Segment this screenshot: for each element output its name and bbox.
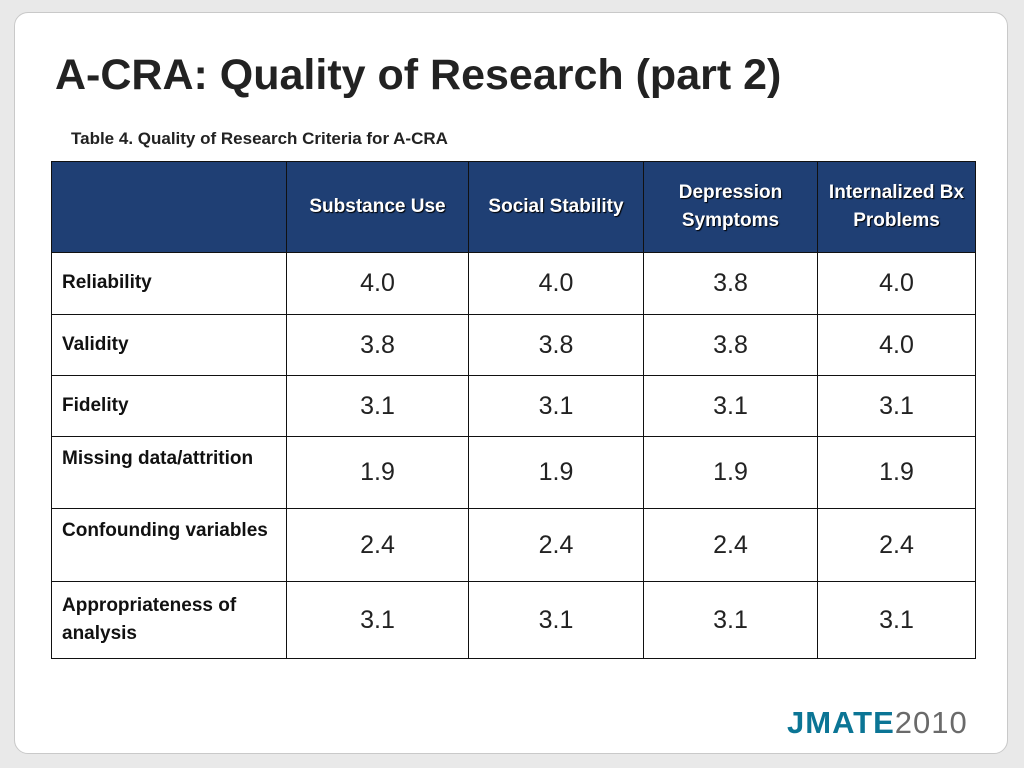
row-label: Reliability [51,252,287,315]
column-header: Substance Use [286,161,469,253]
table-cell: 1.9 [468,436,644,509]
table-cell: 2.4 [286,508,469,582]
table-row: Confounding variables 2.4 2.4 2.4 2.4 [51,508,976,582]
table-cell: 3.8 [643,314,818,376]
row-label: Appropriateness of analysis [51,581,287,659]
table-cell: 2.4 [817,508,976,582]
table-cell: 3.1 [286,581,469,659]
table-row: Fidelity 3.1 3.1 3.1 3.1 [51,375,976,437]
table-cell: 3.1 [468,581,644,659]
slide: A-CRA: Quality of Research (part 2) Tabl… [14,12,1008,754]
column-header: Internalized Bx Problems [817,161,976,253]
column-header: Social Stability [468,161,644,253]
logo-brand: JMATE [787,705,895,740]
table-cell: 3.1 [643,375,818,437]
jmate-logo: JMATE2010 [787,705,968,741]
row-label: Confounding variables [51,508,287,582]
table-cell: 1.9 [643,436,818,509]
row-label: Validity [51,314,287,376]
table-row: Reliability 4.0 4.0 3.8 4.0 [51,252,976,315]
table-cell: 3.1 [817,581,976,659]
table-row: Validity 3.8 3.8 3.8 4.0 [51,314,976,376]
logo-year: 2010 [894,705,968,740]
table-cell: 2.4 [643,508,818,582]
table-cell: 2.4 [468,508,644,582]
table-cell: 3.8 [643,252,818,315]
table-cell: 3.8 [286,314,469,376]
table-row: Missing data/attrition 1.9 1.9 1.9 1.9 [51,436,976,509]
table-cell: 4.0 [817,252,976,315]
table-cell: 3.1 [286,375,469,437]
table-cell: 1.9 [817,436,976,509]
table-cell: 3.8 [468,314,644,376]
table-cell: 4.0 [468,252,644,315]
table-cell: 3.1 [468,375,644,437]
column-header: Depression Symptoms [643,161,818,253]
header-corner-cell [51,161,287,253]
table-header-row: Substance Use Social Stability Depressio… [51,161,976,253]
table-cell: 4.0 [286,252,469,315]
slide-title: A-CRA: Quality of Research (part 2) [55,51,782,99]
table-row: Appropriateness of analysis 3.1 3.1 3.1 … [51,581,976,659]
table-cell: 3.1 [643,581,818,659]
table-cell: 1.9 [286,436,469,509]
row-label: Missing data/attrition [51,436,287,509]
table-cell: 4.0 [817,314,976,376]
table-caption: Table 4. Quality of Research Criteria fo… [71,129,448,148]
table-cell: 3.1 [817,375,976,437]
row-label: Fidelity [51,375,287,437]
quality-table: Substance Use Social Stability Depressio… [51,161,976,659]
